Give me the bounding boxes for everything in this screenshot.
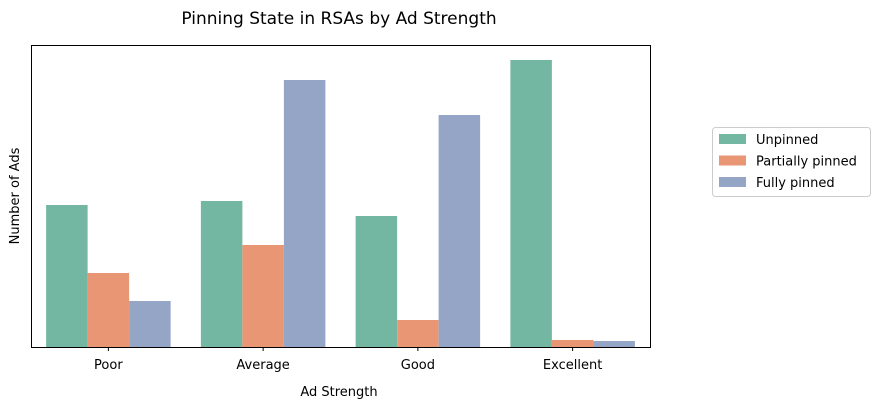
bar-poor-unpinned	[46, 205, 88, 347]
bar-average-fully-pinned	[283, 80, 326, 347]
bar-good-unpinned	[355, 216, 398, 347]
bar-average-unpinned	[200, 201, 243, 347]
x-tick-label: Excellent	[543, 358, 602, 373]
legend: Unpinned Partially pinned Fully pinned	[712, 127, 871, 197]
bar-excellent-unpinned	[510, 60, 552, 347]
bar-excellent-partially-pinned	[551, 340, 594, 347]
chart-title: Pinning State in RSAs by Ad Strength	[181, 9, 496, 29]
bar-excellent-fully-pinned	[593, 341, 635, 347]
x-tick-label: Average	[236, 358, 289, 373]
x-tick-label: Good	[401, 358, 435, 373]
plot-frame	[31, 45, 651, 348]
bar-good-fully-pinned	[438, 115, 481, 347]
x-axis-label: Ad Strength	[300, 385, 377, 400]
bar-average-partially-pinned	[242, 245, 284, 347]
bar-good-partially-pinned	[397, 320, 439, 347]
bar-poor-fully-pinned	[129, 301, 171, 347]
legend-swatch	[719, 155, 746, 166]
bar-poor-partially-pinned	[87, 273, 130, 347]
legend-frame	[712, 127, 871, 197]
legend-label: Partially pinned	[756, 155, 857, 170]
legend-swatch	[719, 177, 746, 187]
legend-swatch	[719, 134, 746, 144]
legend-label: Unpinned	[756, 133, 818, 148]
legend-label: Fully pinned	[756, 176, 835, 191]
y-axis-label: Number of Ads	[8, 147, 23, 244]
x-tick-label: Poor	[94, 358, 123, 373]
